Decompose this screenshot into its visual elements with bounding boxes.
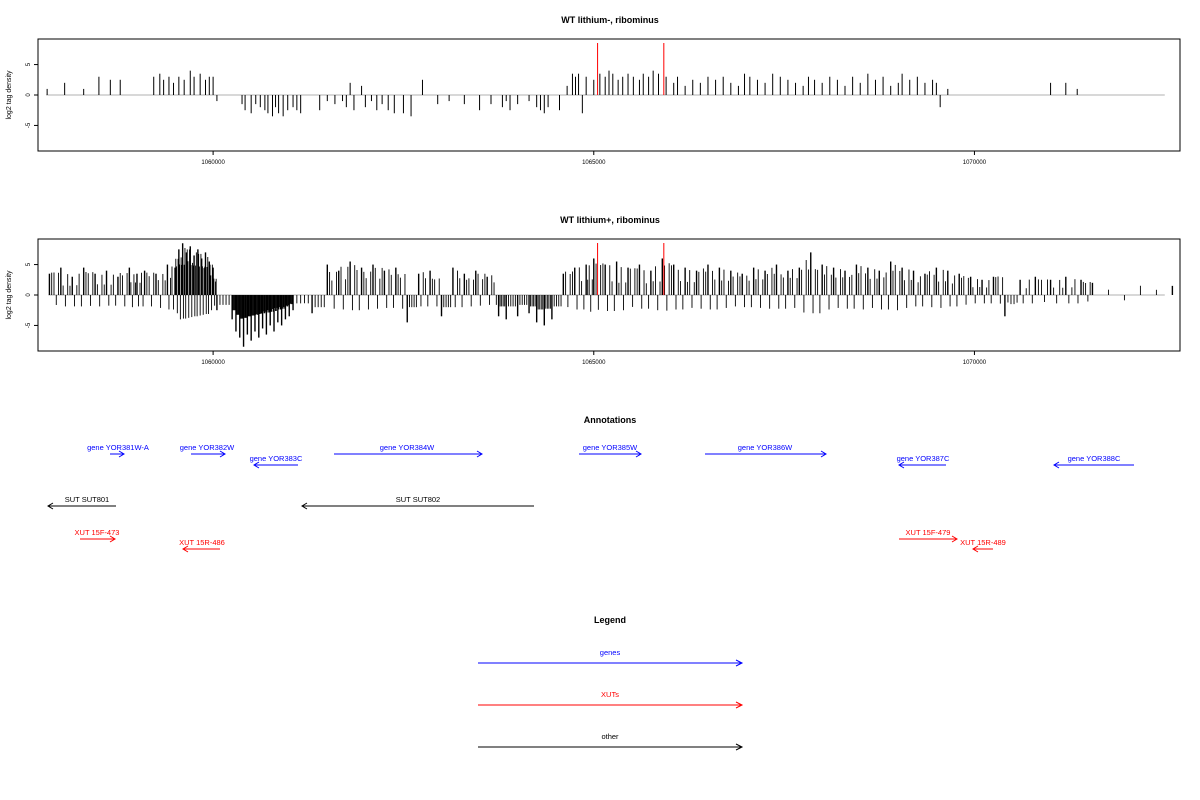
xut-15F-479: XUT 15F-479 [899,528,958,543]
y-tick-label: -5 [26,122,32,128]
gene-YOR382W: gene YOR382W [180,443,235,458]
gene-label: gene YOR383C [250,454,303,463]
gene-label: gene YOR384W [380,443,435,452]
x-tick-label: 1065000 [582,360,606,366]
gene-YOR381W-A: gene YOR381W-A [87,443,149,458]
sut-SUT802: SUT SUT802 [301,495,534,510]
gene-arrow [705,450,827,458]
gene-arrow [110,450,125,458]
legend-arrow [478,743,744,751]
panel-2-title: WT lithium+, ribominus [560,215,660,225]
legend-title: Legend [594,615,626,625]
other-arrow [47,502,116,510]
other-arrow [301,502,534,510]
annotations-title: Annotations [584,415,637,425]
gene-label: gene YOR382W [180,443,235,452]
sut-SUT801: SUT SUT801 [47,495,116,510]
legend-item-genes: genes [478,648,744,667]
gene-label: gene YOR385W [583,443,638,452]
xut-label: XUT 15F-479 [906,528,951,537]
legend-label: genes [600,648,621,657]
xut-15F-473: XUT 15F-473 [75,528,120,543]
gene-label: gene YOR381W-A [87,443,149,452]
gene-arrow [253,461,298,469]
xut-arrow [182,545,220,553]
xut-arrow [80,535,116,543]
gene-label: gene YOR387C [897,454,950,463]
xut-label: XUT 15R-489 [960,538,1006,547]
gene-YOR386W: gene YOR386W [705,443,827,458]
gene-YOR385W: gene YOR385W [579,443,642,458]
x-tick-label: 1060000 [201,160,225,166]
gene-arrow [191,450,226,458]
annotations-track: Annotations gene YOR381W-A gene YOR382W … [47,415,1134,553]
other-label: SUT SUT802 [396,495,440,504]
gene-label: gene YOR386W [738,443,793,452]
y-tick-label: 5 [26,262,32,266]
gene-YOR384W: gene YOR384W [334,443,483,458]
panel-2-ylabel: log2 tag density [6,270,13,320]
y-tick-label: 0 [26,93,32,97]
gene-arrow [334,450,483,458]
xut-arrow [972,545,993,553]
x-tick-label: 1070000 [963,160,987,166]
gene-YOR388C: gene YOR388C [1053,454,1134,469]
panel-1-title: WT lithium-, ribominus [561,15,659,25]
panel-lithium-plus: WT lithium+, ribominus log2 tag density … [6,215,1181,366]
x-tick-label: 1060000 [201,360,225,366]
legend-arrow [478,659,744,667]
gene-label: gene YOR388C [1068,454,1121,463]
x-tick-label: 1070000 [963,360,987,366]
x-tick-label: 1065000 [582,160,606,166]
legend-item-xuts: XUTs [478,690,744,709]
xut-15R-486: XUT 15R-486 [179,538,225,553]
xut-label: XUT 15F-473 [75,528,120,537]
y-tick-label: 5 [26,62,32,66]
gene-arrow [579,450,642,458]
panel-1-ylabel: log2 tag density [6,70,13,120]
xut-label: XUT 15R-486 [179,538,225,547]
gene-YOR387C: gene YOR387C [897,454,950,469]
y-tick-label: 0 [26,293,32,297]
legend-item-other: other [478,732,744,751]
legend-arrow [478,701,744,709]
gene-YOR383C: gene YOR383C [250,454,303,469]
y-tick-label: -5 [26,322,32,328]
xut-15R-489: XUT 15R-489 [960,538,1006,553]
other-label: SUT SUT801 [65,495,109,504]
panel-lithium-minus: WT lithium-, ribominus log2 tag density … [6,15,1181,166]
legend-label: other [601,732,619,741]
legend: Legend genes XUTs other [478,615,744,751]
gene-arrow [1053,461,1134,469]
xut-arrow [899,535,958,543]
gene-arrow [898,461,946,469]
legend-label: XUTs [601,690,619,699]
